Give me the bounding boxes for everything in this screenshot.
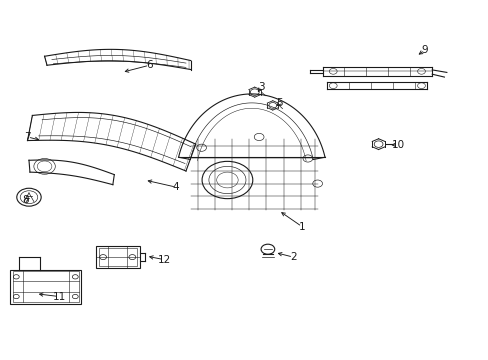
Text: 2: 2	[289, 252, 296, 262]
Bar	[10, 270, 81, 304]
Text: 6: 6	[146, 60, 152, 70]
Text: 7: 7	[24, 132, 31, 142]
Text: 10: 10	[391, 140, 404, 150]
Text: 9: 9	[421, 45, 427, 55]
Text: 3: 3	[258, 82, 264, 92]
Text: 11: 11	[53, 292, 66, 302]
Text: 12: 12	[157, 255, 170, 265]
Text: 4: 4	[173, 182, 179, 192]
Bar	[96, 246, 140, 268]
Bar	[99, 248, 137, 266]
Text: 1: 1	[298, 222, 305, 231]
Bar	[13, 271, 79, 302]
Text: 5: 5	[276, 98, 283, 108]
Text: 8: 8	[22, 195, 29, 205]
